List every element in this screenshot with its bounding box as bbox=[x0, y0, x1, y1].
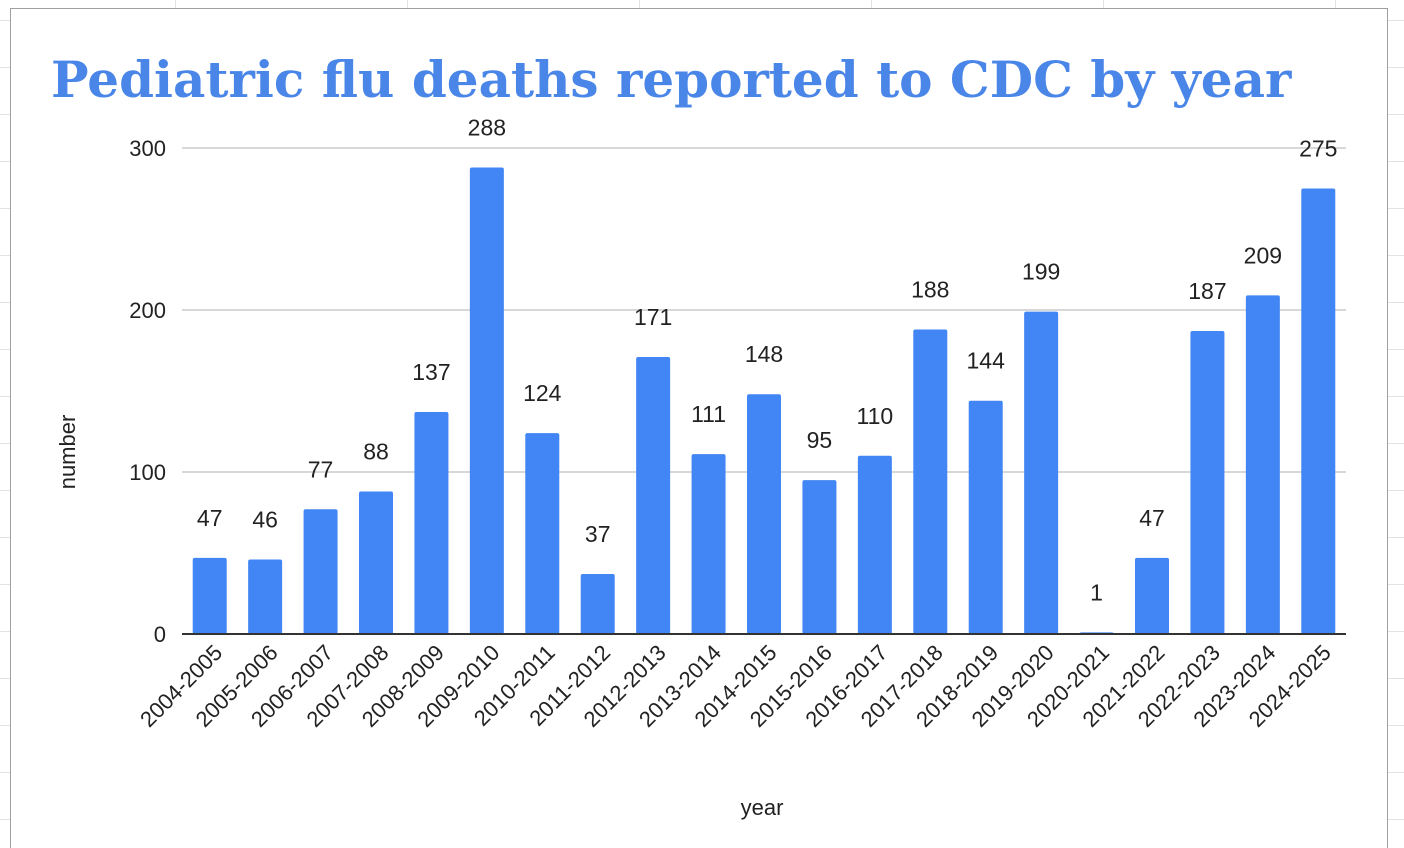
bar-2017-2018[interactable] bbox=[913, 329, 948, 634]
data-label-2020-2021: 1 bbox=[1090, 579, 1103, 605]
data-labels: 47 46 77 88 137 288 124 37 171 111 148 95 110 188 144 1… bbox=[197, 114, 1338, 605]
chart-container[interactable]: Pediatric flu deaths reported to CDC by … bbox=[10, 8, 1388, 848]
bar-2005-2006[interactable] bbox=[248, 559, 283, 634]
bar-2009-2010[interactable] bbox=[469, 167, 504, 634]
bar-2011-2012[interactable] bbox=[580, 574, 615, 634]
data-label-2021-2022: 47 bbox=[1139, 505, 1165, 531]
bar-2014-2015[interactable] bbox=[747, 394, 781, 634]
y-tick-label: 0 bbox=[154, 622, 166, 647]
y-tick-label: 100 bbox=[129, 460, 166, 485]
data-label-2013-2014: 111 bbox=[691, 401, 726, 427]
y-tick-label: 200 bbox=[129, 298, 166, 323]
bar-2010-2011[interactable] bbox=[525, 433, 560, 634]
bar-2015-2016[interactable] bbox=[802, 480, 837, 634]
bar-2016-2017[interactable] bbox=[857, 455, 892, 634]
data-label-2011-2012: 37 bbox=[585, 521, 611, 547]
data-label-2017-2018: 188 bbox=[911, 276, 949, 302]
data-label-2004-2005: 47 bbox=[197, 505, 223, 531]
data-label-2008-2009: 137 bbox=[412, 359, 450, 385]
bar-2019-2020[interactable] bbox=[1024, 311, 1059, 634]
bar-2008-2009[interactable] bbox=[414, 412, 449, 634]
data-label-2016-2017: 110 bbox=[857, 403, 894, 429]
data-label-2023-2024: 209 bbox=[1244, 242, 1282, 268]
data-label-2015-2016: 95 bbox=[807, 427, 833, 453]
y-tick-label: 300 bbox=[129, 136, 166, 161]
data-label-2006-2007: 77 bbox=[308, 456, 334, 482]
bar-2007-2008[interactable] bbox=[359, 491, 393, 634]
bar-chart: Pediatric flu deaths reported to CDC by … bbox=[51, 50, 1346, 820]
bar-2013-2014[interactable] bbox=[691, 454, 726, 634]
bars bbox=[192, 167, 1336, 635]
data-label-2010-2011: 124 bbox=[523, 380, 562, 406]
y-axis-title: number bbox=[55, 415, 80, 490]
data-label-2012-2013: 171 bbox=[634, 304, 672, 330]
y-axis-ticks: 0 100 200 300 bbox=[129, 136, 166, 647]
bar-2018-2019[interactable] bbox=[968, 400, 1003, 634]
bar-2021-2022[interactable] bbox=[1135, 557, 1169, 634]
bar-2012-2013[interactable] bbox=[636, 356, 671, 634]
data-label-2007-2008: 88 bbox=[363, 438, 389, 464]
data-label-2024-2025: 275 bbox=[1299, 136, 1337, 162]
x-axis-ticks: 2004-20052005-20062006-20072007-20082008… bbox=[135, 640, 1336, 732]
bar-2006-2007[interactable] bbox=[303, 509, 338, 634]
data-label-2009-2010: 288 bbox=[468, 114, 506, 140]
data-label-2022-2023: 187 bbox=[1188, 278, 1226, 304]
data-label-2005-2006: 46 bbox=[252, 506, 278, 532]
chart-title: Pediatric flu deaths reported to CDC by … bbox=[51, 50, 1292, 109]
data-label-2018-2019: 144 bbox=[967, 348, 1006, 374]
data-label-2019-2020: 199 bbox=[1022, 259, 1060, 285]
data-label-2014-2015: 148 bbox=[745, 341, 783, 367]
bar-2023-2024[interactable] bbox=[1245, 295, 1280, 634]
x-axis-title: year bbox=[741, 795, 784, 820]
bar-2024-2025[interactable] bbox=[1301, 188, 1336, 635]
bar-2004-2005[interactable] bbox=[192, 557, 227, 634]
bar-2022-2023[interactable] bbox=[1190, 331, 1225, 634]
